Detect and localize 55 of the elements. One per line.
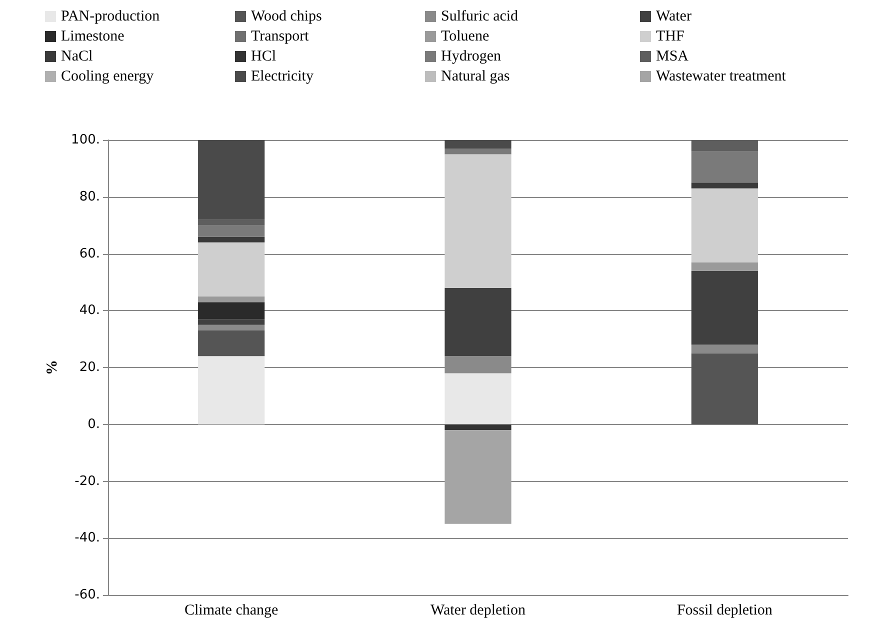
bar	[444, 373, 512, 424]
y-tick-label: 40.	[79, 303, 100, 318]
bar	[198, 319, 265, 325]
y-tick-label: 80.	[79, 189, 100, 204]
y-tick-label: 60.	[79, 246, 100, 262]
bar	[691, 140, 758, 152]
bar	[198, 356, 265, 424]
legend-label: Water	[656, 8, 692, 24]
legend-label: PAN-production	[61, 8, 160, 24]
bar	[691, 270, 758, 345]
legend-label: Toluene	[441, 28, 490, 44]
bar	[444, 154, 512, 288]
bar	[691, 262, 758, 271]
y-tick-label: 0.	[88, 416, 100, 432]
legend-label: Natural gas	[441, 68, 510, 84]
legend-label: Hydrogen	[441, 48, 502, 64]
bar	[198, 242, 265, 296]
x-tick-label: Fossil depletion	[676, 602, 773, 618]
legend-label: THF	[656, 28, 684, 44]
y-tick-label: -20.	[74, 474, 100, 489]
bar	[198, 302, 265, 320]
bar	[691, 182, 758, 188]
bar	[444, 288, 512, 356]
bar	[444, 430, 512, 524]
bar	[444, 140, 512, 149]
bar	[691, 151, 758, 183]
bar	[198, 140, 265, 220]
x-tick-label: Climate change	[184, 602, 279, 618]
bar	[198, 330, 265, 356]
legend-label: MSA	[656, 48, 689, 64]
legend-label: HCl	[251, 48, 276, 64]
y-tick-label: -40.	[74, 530, 100, 546]
x-tick-label: Water depletion	[430, 602, 526, 618]
legend-label: Electricity	[251, 68, 314, 84]
legend-label: Cooling energy	[61, 68, 154, 84]
bar	[198, 296, 265, 302]
legend-label: Transport	[251, 28, 310, 44]
legend-label: Sulfuric acid	[441, 8, 519, 24]
bar	[198, 236, 265, 242]
legend-label: Wood chips	[251, 8, 322, 24]
bar	[691, 344, 758, 354]
bar	[691, 188, 758, 262]
y-axis-title: %	[44, 360, 60, 375]
bar	[198, 220, 265, 226]
bar	[444, 424, 512, 430]
y-tick-label: -60.	[74, 588, 100, 602]
bar	[444, 148, 512, 154]
legend-label: Wastewater treatment	[656, 68, 787, 84]
y-tick-label: 20.	[79, 360, 100, 375]
bar	[198, 225, 265, 237]
y-tick-label: 100.	[71, 132, 100, 148]
legend-label: NaCl	[61, 48, 93, 64]
legend-label: Limestone	[61, 28, 125, 44]
bar	[691, 353, 758, 424]
bar	[198, 324, 265, 331]
